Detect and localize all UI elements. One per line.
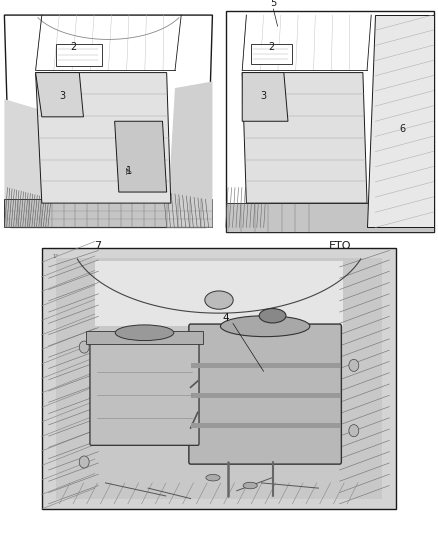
Bar: [42, 248, 396, 509]
Bar: [191, 363, 339, 368]
Ellipse shape: [243, 482, 257, 489]
Text: 2: 2: [70, 43, 76, 52]
Text: 3: 3: [60, 91, 66, 101]
Polygon shape: [35, 72, 83, 117]
Bar: [4, 11, 212, 232]
Bar: [4, 199, 212, 228]
Text: 1: 1: [126, 166, 132, 176]
Polygon shape: [4, 99, 50, 228]
Bar: [251, 44, 292, 64]
Polygon shape: [166, 82, 212, 228]
Bar: [42, 248, 396, 509]
Text: ETO: ETO: [329, 241, 351, 252]
Ellipse shape: [206, 474, 220, 481]
Ellipse shape: [259, 309, 286, 323]
Polygon shape: [115, 122, 166, 192]
Polygon shape: [242, 72, 367, 203]
Bar: [56, 259, 382, 498]
Text: 1°: 1°: [52, 254, 59, 259]
Text: 3: 3: [260, 91, 266, 101]
Ellipse shape: [115, 325, 174, 341]
Polygon shape: [367, 15, 434, 228]
Bar: [226, 11, 434, 232]
Text: 5: 5: [270, 0, 276, 8]
Circle shape: [349, 359, 359, 372]
Bar: [86, 332, 203, 344]
Polygon shape: [35, 72, 171, 203]
Polygon shape: [242, 72, 288, 122]
Text: 7: 7: [95, 241, 102, 252]
Text: 2: 2: [268, 43, 275, 52]
Text: 4: 4: [223, 313, 230, 323]
Bar: [191, 393, 339, 398]
Bar: [57, 44, 102, 66]
FancyBboxPatch shape: [90, 338, 199, 446]
Bar: [226, 11, 434, 232]
Bar: [191, 423, 339, 428]
Bar: [226, 203, 434, 232]
Circle shape: [349, 425, 359, 437]
Text: 6: 6: [399, 124, 406, 134]
Bar: [95, 261, 343, 326]
Ellipse shape: [205, 291, 233, 309]
Circle shape: [79, 341, 89, 353]
FancyBboxPatch shape: [189, 324, 341, 464]
Circle shape: [79, 456, 89, 468]
Ellipse shape: [220, 316, 310, 337]
Polygon shape: [4, 15, 212, 228]
